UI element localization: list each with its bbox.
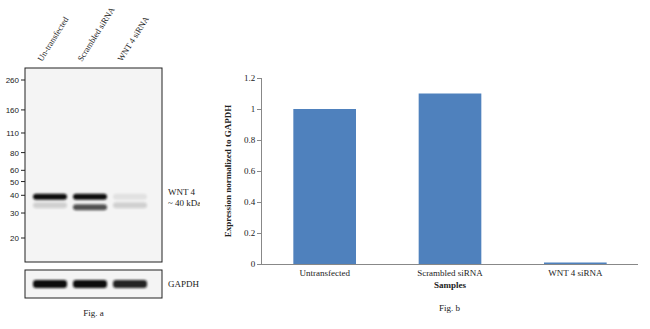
svg-text:Fig. b: Fig. b bbox=[439, 303, 461, 313]
svg-text:80: 80 bbox=[10, 149, 19, 158]
svg-text:Fig. a: Fig. a bbox=[83, 308, 104, 318]
svg-text:1: 1 bbox=[251, 104, 256, 114]
svg-text:0.4: 0.4 bbox=[244, 197, 256, 207]
svg-text:WNT 4 siRNA: WNT 4 siRNA bbox=[115, 14, 151, 64]
svg-text:Scrambled siRNA: Scrambled siRNA bbox=[417, 268, 483, 278]
svg-text:GAPDH: GAPDH bbox=[168, 279, 200, 289]
svg-text:20: 20 bbox=[10, 234, 19, 243]
svg-text:WNT 4 siRNA: WNT 4 siRNA bbox=[548, 268, 603, 278]
svg-text:Un-transfected: Un-transfected bbox=[35, 14, 71, 63]
svg-text:~ 40 kDa: ~ 40 kDa bbox=[168, 198, 201, 208]
svg-text:Samples: Samples bbox=[434, 280, 467, 290]
svg-text:0.6: 0.6 bbox=[244, 166, 256, 176]
svg-text:Scrambled siRNA: Scrambled siRNA bbox=[75, 4, 117, 63]
svg-text:50: 50 bbox=[10, 178, 19, 187]
svg-text:40: 40 bbox=[10, 191, 19, 200]
svg-text:110: 110 bbox=[6, 129, 19, 138]
svg-text:WNT 4: WNT 4 bbox=[168, 187, 196, 197]
svg-text:30: 30 bbox=[10, 209, 19, 218]
svg-text:60: 60 bbox=[10, 166, 19, 175]
svg-text:260: 260 bbox=[6, 76, 20, 85]
svg-text:160: 160 bbox=[6, 106, 20, 115]
svg-text:Expression normalized to GAPDH: Expression normalized to GAPDH bbox=[223, 105, 233, 238]
svg-text:0.2: 0.2 bbox=[244, 228, 255, 238]
svg-text:1.2: 1.2 bbox=[244, 73, 255, 83]
svg-text:0: 0 bbox=[251, 259, 256, 269]
svg-text:0.8: 0.8 bbox=[244, 135, 256, 145]
svg-text:Untransfected: Untransfected bbox=[299, 268, 350, 278]
